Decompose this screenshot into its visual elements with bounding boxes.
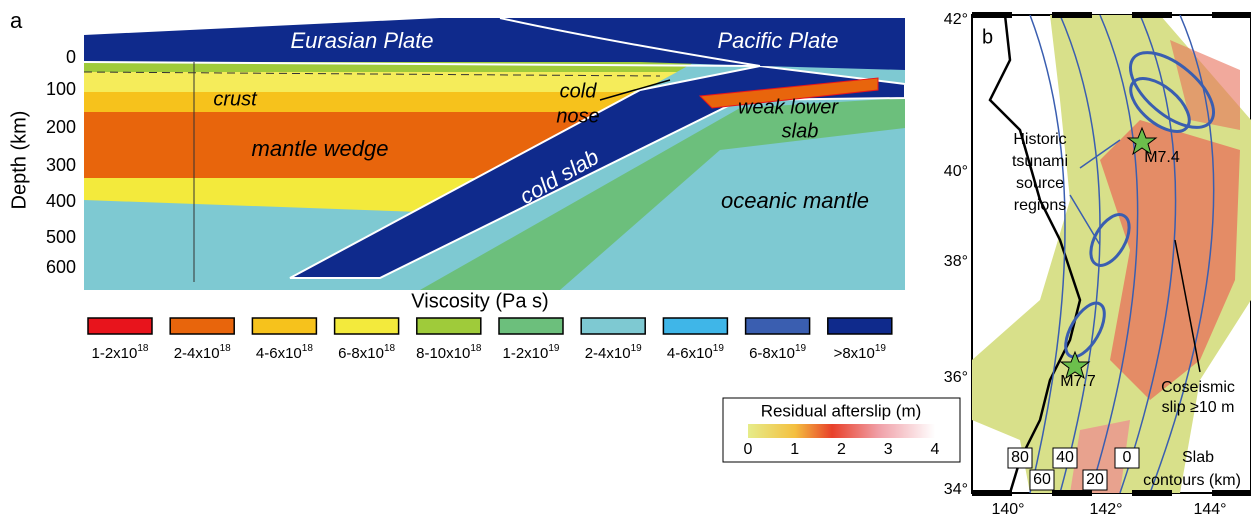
colorbar <box>748 424 935 438</box>
legend-swatch <box>663 318 727 334</box>
legend-label: 1-2x1018 <box>92 343 149 362</box>
colorbar-tick: 2 <box>837 441 846 458</box>
annotation: Coseismic <box>1161 379 1235 396</box>
legend-label: 2-4x1018 <box>174 343 231 362</box>
legend-label: 1-2x1019 <box>503 343 560 362</box>
legend-swatch <box>335 318 399 334</box>
y-tick-label: 600 <box>46 257 76 277</box>
annotation: source <box>1016 175 1064 192</box>
axis-title: Depth (km) <box>8 111 30 210</box>
legend-base: 6-8x10 <box>749 345 795 362</box>
legend-exp: 19 <box>795 343 807 354</box>
colorbar-tick: 4 <box>931 441 940 458</box>
lat-label: 34° <box>944 481 968 498</box>
region-label: weak lower <box>738 96 839 118</box>
region-label: nose <box>556 105 599 127</box>
region-label: crust <box>213 88 258 110</box>
legend-swatch <box>252 318 316 334</box>
legend-base: 1-2x10 <box>92 345 138 362</box>
legend-base: 2-4x10 <box>585 345 631 362</box>
y-tick-label: 500 <box>46 227 76 247</box>
legend-base: 1-2x10 <box>503 345 549 362</box>
legend-base: 8-10x10 <box>416 345 470 362</box>
legend-exp: 18 <box>137 343 149 354</box>
y-tick-label: 400 <box>46 191 76 211</box>
colorbar-tick: 3 <box>884 441 893 458</box>
legend-base: 2-4x10 <box>174 345 220 362</box>
legend-exp: 19 <box>713 343 725 354</box>
region-label: oceanic mantle <box>721 188 869 213</box>
legend-exp: 18 <box>302 343 314 354</box>
colorbar-title: Residual afterslip (m) <box>761 401 922 420</box>
legend-swatch <box>499 318 563 334</box>
panel-a: a Eurasian Plate Pacific Plate crust col… <box>8 8 905 362</box>
region-label: cold <box>560 80 598 102</box>
legend-label: 8-10x1018 <box>416 343 482 362</box>
legend-swatch <box>746 318 810 334</box>
plate-label: Eurasian Plate <box>290 28 433 53</box>
panel-label: b <box>982 26 993 48</box>
legend-exp: 18 <box>220 343 232 354</box>
contour-label: 60 <box>1033 471 1051 488</box>
annotation: Historic <box>1013 131 1066 148</box>
legend-label: 6-8x1018 <box>338 343 395 362</box>
legend-base: 4-6x10 <box>667 345 713 362</box>
event-label: M7.7 <box>1060 373 1096 390</box>
contour-label: 0 <box>1123 449 1132 466</box>
annotation: Slab <box>1182 449 1214 466</box>
legend-exp: 19 <box>548 343 560 354</box>
annotation: regions <box>1014 197 1066 214</box>
legend-label: 6-8x1019 <box>749 343 806 362</box>
legend-base: >8x10 <box>834 345 875 362</box>
legend-label: 4-6x1018 <box>256 343 313 362</box>
annotation: contours (km) <box>1143 472 1241 489</box>
lat-label: 36° <box>944 369 968 386</box>
plate-label: Pacific Plate <box>717 28 838 53</box>
y-tick-label: 200 <box>46 117 76 137</box>
legend-swatch <box>88 318 152 334</box>
legend-exp: 19 <box>875 343 887 354</box>
panel-label: a <box>10 8 23 33</box>
annotation: tsunami <box>1012 153 1068 170</box>
region-label: slab <box>782 120 819 142</box>
legend-swatch <box>170 318 234 334</box>
lon-label: 144° <box>1193 501 1226 518</box>
lat-label: 42° <box>944 11 968 28</box>
lat-label: 38° <box>944 253 968 270</box>
contour-label: 40 <box>1056 449 1074 466</box>
event-label: M7.4 <box>1144 149 1180 166</box>
legend-base: 6-8x10 <box>338 345 384 362</box>
annotation: slip ≥10 m <box>1162 399 1235 416</box>
contour-label: 80 <box>1011 449 1029 466</box>
legend-swatch <box>581 318 645 334</box>
legend-exp: 19 <box>631 343 643 354</box>
region-label: mantle wedge <box>252 136 389 161</box>
depth-ticks: 0 100 200 300 400 500 600 <box>46 47 76 277</box>
lon-label: 142° <box>1089 501 1122 518</box>
y-tick-label: 100 <box>46 79 76 99</box>
colorbar-tick: 1 <box>790 441 799 458</box>
legend-label: >8x1019 <box>834 343 887 362</box>
legend-base: 4-6x10 <box>256 345 302 362</box>
legend-swatch <box>828 318 892 334</box>
legend-exp: 18 <box>384 343 396 354</box>
lat-label: 40° <box>944 163 968 180</box>
legend-exp: 18 <box>470 343 482 354</box>
legend-label: 2-4x1019 <box>585 343 642 362</box>
legend-label: 4-6x1019 <box>667 343 724 362</box>
colorbar-tick: 0 <box>744 441 753 458</box>
legend-title: Viscosity (Pa s) <box>411 290 548 312</box>
y-tick-label: 300 <box>46 155 76 175</box>
legend-swatch <box>417 318 481 334</box>
y-tick-label: 0 <box>66 47 76 67</box>
contour-label: 20 <box>1086 471 1104 488</box>
figure: a Eurasian Plate Pacific Plate crust col… <box>0 0 1251 520</box>
lon-label: 140° <box>991 501 1024 518</box>
